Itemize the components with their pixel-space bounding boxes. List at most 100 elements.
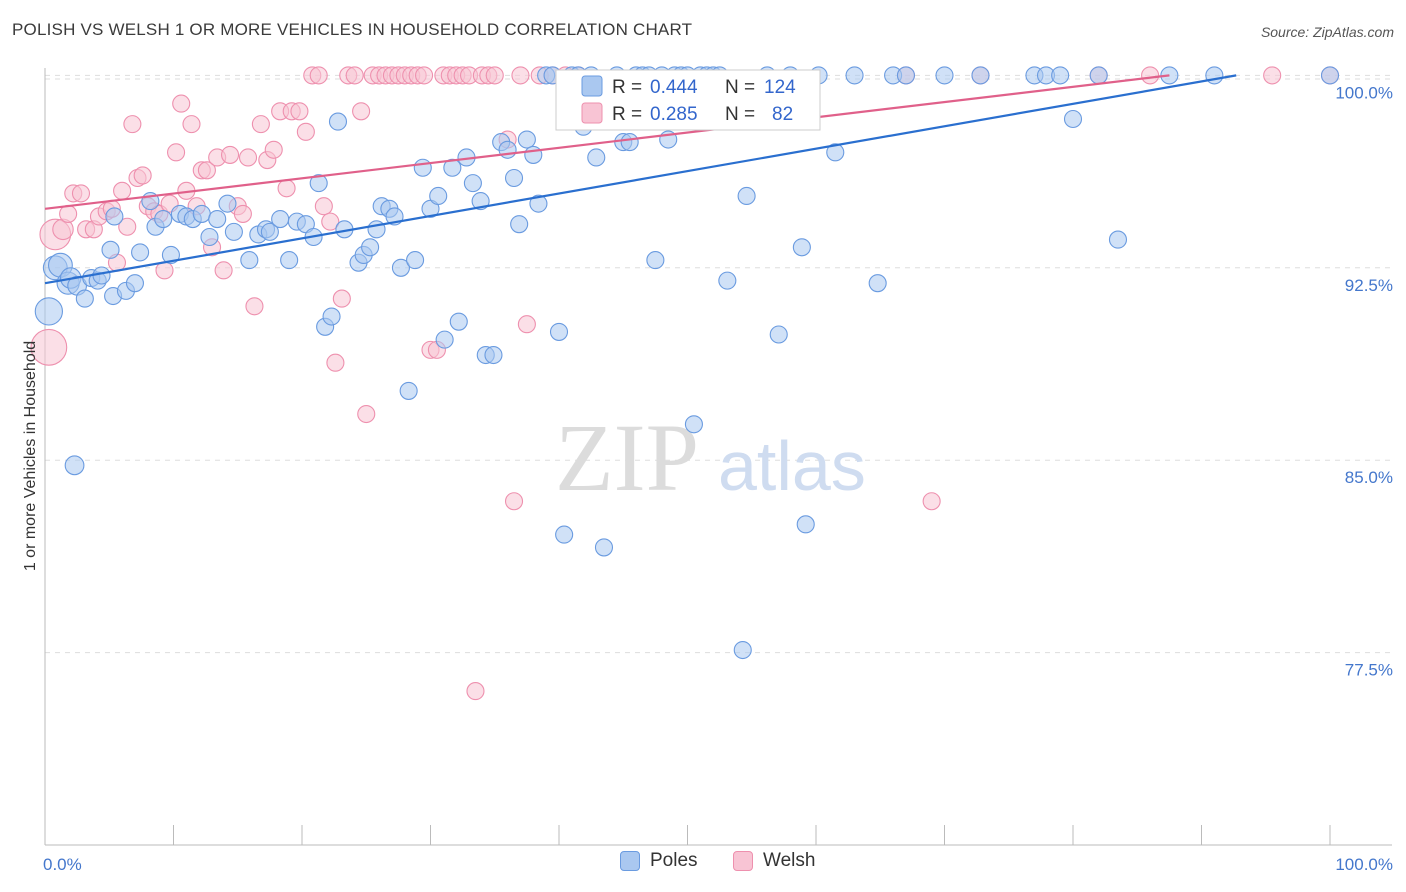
poles-point bbox=[105, 207, 124, 226]
poles-point bbox=[529, 194, 548, 213]
poles-point bbox=[406, 251, 425, 270]
legend-label-welsh: Welsh bbox=[763, 850, 816, 871]
welsh-point bbox=[264, 140, 283, 159]
poles-point bbox=[594, 538, 614, 557]
welsh-point bbox=[296, 122, 315, 141]
welsh-point bbox=[238, 148, 258, 167]
poles-point bbox=[549, 322, 569, 341]
poles-point bbox=[391, 258, 410, 277]
poles-point bbox=[218, 194, 237, 213]
poles-point bbox=[737, 186, 756, 206]
y-axis-label: 1 or more Vehicles in Household bbox=[22, 341, 39, 571]
welsh-point bbox=[922, 492, 941, 511]
welsh-point bbox=[123, 115, 142, 134]
legend-poles-r-value: 0.444 bbox=[650, 77, 698, 98]
tick-labels: 77.5% 85.0% 92.5% 100.0% 0.0% 100.0% bbox=[43, 83, 1393, 874]
poles-point bbox=[280, 251, 299, 270]
poles-point bbox=[646, 251, 665, 270]
poles-trendline bbox=[44, 74, 1237, 285]
legend-welsh-r-label: R = bbox=[612, 104, 642, 125]
y-tick-label: 92.5% bbox=[1345, 276, 1393, 295]
x-tick-label-min: 0.0% bbox=[43, 855, 82, 874]
legend-poles-r-label: R = bbox=[612, 77, 642, 98]
poles-point bbox=[435, 330, 454, 349]
poles-point bbox=[260, 222, 279, 241]
welsh-point bbox=[277, 179, 296, 198]
welsh-point bbox=[321, 212, 340, 231]
welsh-point bbox=[251, 115, 270, 134]
welsh-point bbox=[332, 289, 351, 308]
welsh-point bbox=[309, 66, 328, 85]
welsh-point bbox=[504, 492, 524, 511]
poles-point bbox=[92, 266, 111, 285]
poles-point bbox=[75, 289, 94, 308]
poles-point bbox=[224, 222, 243, 241]
poles-point bbox=[684, 415, 703, 434]
poles-point bbox=[1063, 109, 1083, 129]
legend-welsh-n-label: N = bbox=[725, 104, 755, 125]
poles-point bbox=[1089, 66, 1108, 85]
poles-point bbox=[935, 66, 954, 85]
poles-point bbox=[718, 271, 737, 290]
poles-point bbox=[443, 158, 462, 177]
welsh-point bbox=[118, 217, 137, 236]
welsh-point bbox=[113, 181, 132, 200]
welsh-point bbox=[172, 94, 191, 113]
poles-point bbox=[429, 186, 448, 206]
welsh-point bbox=[30, 328, 68, 366]
poles-point bbox=[463, 174, 482, 193]
poles-point bbox=[161, 245, 180, 265]
poles-point bbox=[510, 215, 529, 234]
poles-point bbox=[200, 227, 219, 247]
poles-point bbox=[1320, 66, 1340, 85]
welsh-point bbox=[415, 66, 434, 85]
poles-point bbox=[517, 130, 536, 149]
welsh-point bbox=[214, 261, 233, 280]
legend-top: R = 0.444 N = 124 R = 0.285 N = 82 bbox=[555, 69, 821, 131]
welsh-point bbox=[1141, 66, 1160, 85]
poles-point bbox=[64, 455, 85, 476]
welsh-point bbox=[59, 204, 78, 223]
poles-point bbox=[524, 145, 543, 164]
poles-point bbox=[769, 325, 788, 344]
legend-poles-swatch bbox=[581, 75, 603, 97]
poles-point bbox=[555, 525, 574, 544]
y-tick-label: 85.0% bbox=[1345, 468, 1393, 487]
welsh-point bbox=[1263, 66, 1282, 85]
poles-point bbox=[868, 274, 887, 293]
legend-poles-n-value: 124 bbox=[764, 77, 796, 98]
poles-point bbox=[34, 297, 64, 326]
poles-point bbox=[1108, 230, 1128, 249]
poles-point bbox=[131, 243, 150, 262]
poles-point bbox=[322, 307, 341, 326]
welsh-point bbox=[314, 197, 333, 216]
source-label: Source: ZipAtlas.com bbox=[1260, 24, 1394, 40]
poles-point bbox=[154, 210, 173, 229]
welsh-point bbox=[517, 315, 536, 334]
poles-point bbox=[587, 148, 606, 167]
poles-point bbox=[792, 238, 811, 257]
welsh-point bbox=[352, 102, 371, 121]
welsh-points bbox=[30, 66, 1340, 701]
watermark-atlas: atlas bbox=[718, 427, 866, 505]
welsh-point bbox=[511, 66, 530, 85]
welsh-point bbox=[290, 102, 309, 121]
welsh-point bbox=[167, 143, 186, 162]
poles-point bbox=[192, 204, 211, 223]
poles-point bbox=[399, 381, 418, 400]
legend-label-poles: Poles bbox=[650, 850, 698, 871]
welsh-point bbox=[326, 353, 345, 372]
welsh-point bbox=[182, 115, 201, 134]
welsh-point bbox=[345, 66, 364, 85]
poles-point bbox=[271, 210, 290, 229]
poles-point bbox=[504, 168, 524, 188]
poles-point bbox=[971, 66, 990, 85]
poles-point bbox=[208, 210, 227, 229]
legend-welsh-r-value: 0.285 bbox=[650, 104, 698, 125]
x-tick-label-max: 100.0% bbox=[1335, 855, 1393, 874]
trend-lines bbox=[44, 74, 1237, 285]
poles-point bbox=[484, 345, 503, 365]
legend-item-poles: Poles bbox=[620, 850, 698, 872]
legend-bottom: Poles Welsh bbox=[0, 850, 1406, 878]
